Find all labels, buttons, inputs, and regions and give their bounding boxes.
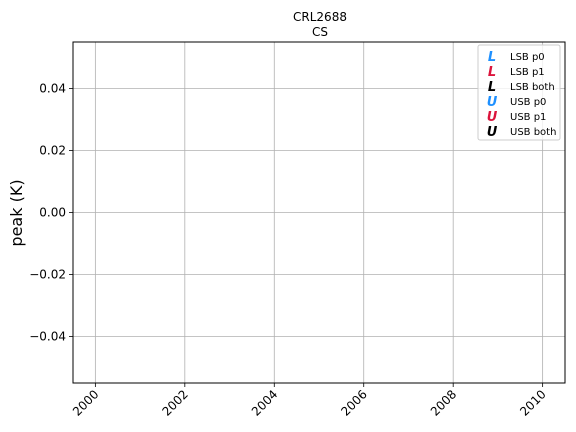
chart-subtitle: CS	[312, 25, 328, 39]
chart-title: CRL2688	[293, 10, 347, 24]
legend-label: USB both	[510, 127, 556, 138]
legend-label: LSB p1	[510, 67, 545, 78]
y-tick-label: 0.00	[39, 206, 66, 220]
y-tick-label: 0.02	[39, 144, 66, 158]
grid	[73, 42, 565, 383]
legend-marker-icon: U	[487, 95, 498, 110]
legend-marker-icon: L	[488, 80, 496, 95]
legend-label: LSB p0	[510, 52, 545, 63]
legend-marker-icon: U	[487, 125, 498, 140]
legend: L LSB p0 L LSB p1 L LSB both U USB p0 U USB p1 U US…	[477, 44, 561, 141]
y-tick-label: −0.04	[29, 330, 66, 344]
y-axis-label: peak (K)	[7, 179, 26, 246]
legend-marker-icon: L	[488, 50, 496, 65]
legend-label: USB p1	[510, 112, 546, 123]
legend-box	[477, 44, 561, 141]
legend-label: LSB both	[510, 82, 555, 93]
legend-label: USB p0	[510, 97, 546, 108]
y-tick-label: 0.04	[39, 82, 66, 96]
plot-frame	[72, 41, 566, 384]
legend-marker-icon: L	[488, 65, 496, 80]
y-tick-label: −0.02	[29, 268, 66, 282]
legend-marker-icon: U	[487, 110, 498, 125]
